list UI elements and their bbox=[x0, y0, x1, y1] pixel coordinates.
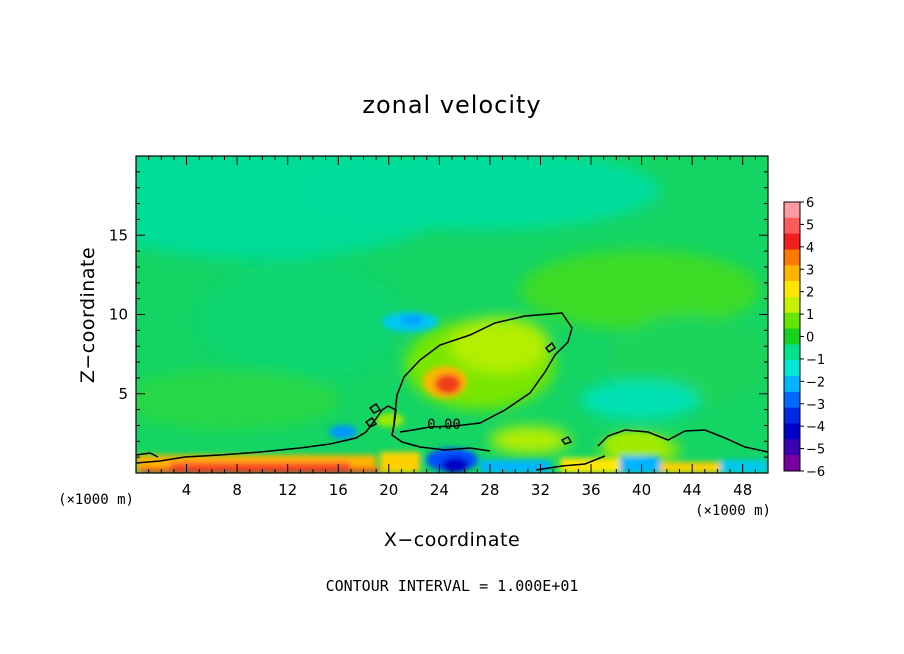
y-tick-label: 5 bbox=[118, 385, 128, 403]
x-tick-label: 8 bbox=[232, 481, 242, 499]
y-tick-label: 15 bbox=[109, 226, 128, 244]
colorbar-label: −4 bbox=[806, 420, 825, 435]
axis-ticks bbox=[136, 156, 768, 473]
y-axis-label: Z−coordinate bbox=[77, 247, 99, 383]
colorbar-swatch bbox=[784, 233, 800, 250]
colorbar-labels: 6 5 4 3 2 1 0 −1 −2 −3 −4 −5 −6 bbox=[806, 196, 825, 480]
heatmap-features bbox=[136, 312, 768, 473]
colorbar-swatch bbox=[784, 360, 800, 377]
colorbar-swatch bbox=[784, 423, 800, 440]
y-tick-label: 10 bbox=[109, 306, 128, 324]
colorbar-swatch bbox=[784, 455, 800, 472]
x-tick-label: 28 bbox=[480, 481, 499, 499]
x-tick-label: 4 bbox=[182, 481, 192, 499]
x-tick-label: 32 bbox=[531, 481, 550, 499]
colorbar-label: 5 bbox=[806, 218, 814, 233]
x-unit-left: (×1000 m) bbox=[58, 492, 134, 508]
colorbar-label: 4 bbox=[806, 241, 814, 256]
colorbar-label: −2 bbox=[806, 375, 825, 390]
colorbar-swatch bbox=[784, 217, 800, 235]
colorbar-swatch bbox=[784, 249, 800, 266]
colorbar-swatch bbox=[784, 391, 800, 409]
colorbar-label: −5 bbox=[806, 443, 825, 458]
colorbar-swatch bbox=[784, 407, 800, 425]
zero-contour bbox=[136, 312, 768, 471]
colorbar-swatch bbox=[784, 265, 800, 282]
x-tick-label: 36 bbox=[581, 481, 600, 499]
colorbar-swatch bbox=[784, 344, 800, 361]
colorbar-label: −3 bbox=[806, 398, 825, 413]
colorbar-swatch bbox=[784, 296, 800, 314]
colorbar-label: 0 bbox=[806, 331, 814, 346]
x-tick-label: 44 bbox=[683, 481, 702, 499]
y-tick-labels: 5 10 15 bbox=[109, 226, 128, 403]
x-tick-label: 16 bbox=[329, 481, 348, 499]
x-tick-label: 20 bbox=[379, 481, 398, 499]
colorbar-swatch bbox=[784, 202, 800, 219]
chart-title: zonal velocity bbox=[362, 91, 541, 119]
colorbar-swatch bbox=[784, 328, 800, 345]
colorbar-label: 2 bbox=[806, 286, 814, 301]
colorbar-label: 3 bbox=[806, 263, 814, 278]
colorbar-swatch bbox=[784, 312, 800, 330]
heatmap-field bbox=[136, 156, 768, 473]
contour-interval-note: CONTOUR INTERVAL = 1.000E+01 bbox=[326, 577, 579, 595]
x-tick-label: 48 bbox=[733, 481, 752, 499]
colorbar-swatch bbox=[784, 281, 800, 298]
colorbar-swatch bbox=[784, 376, 800, 393]
x-unit-right: (×1000 m) bbox=[695, 503, 771, 519]
colorbar-label: 1 bbox=[806, 308, 814, 323]
x-tick-labels: 4 8 12 16 20 24 28 32 36 40 44 48 bbox=[182, 481, 752, 499]
colorbar-label: 6 bbox=[806, 196, 814, 211]
colorbar-swatch bbox=[784, 439, 800, 456]
x-tick-label: 12 bbox=[278, 481, 297, 499]
x-tick-label: 24 bbox=[430, 481, 449, 499]
x-axis-label: X−coordinate bbox=[384, 529, 520, 551]
colorbar-label: −1 bbox=[806, 353, 825, 368]
heatmap-blobs bbox=[136, 156, 768, 464]
colorbar bbox=[783, 201, 804, 472]
x-tick-label: 40 bbox=[632, 481, 651, 499]
contour-label: 0.00 bbox=[427, 417, 461, 433]
colorbar-label: −6 bbox=[806, 465, 825, 480]
